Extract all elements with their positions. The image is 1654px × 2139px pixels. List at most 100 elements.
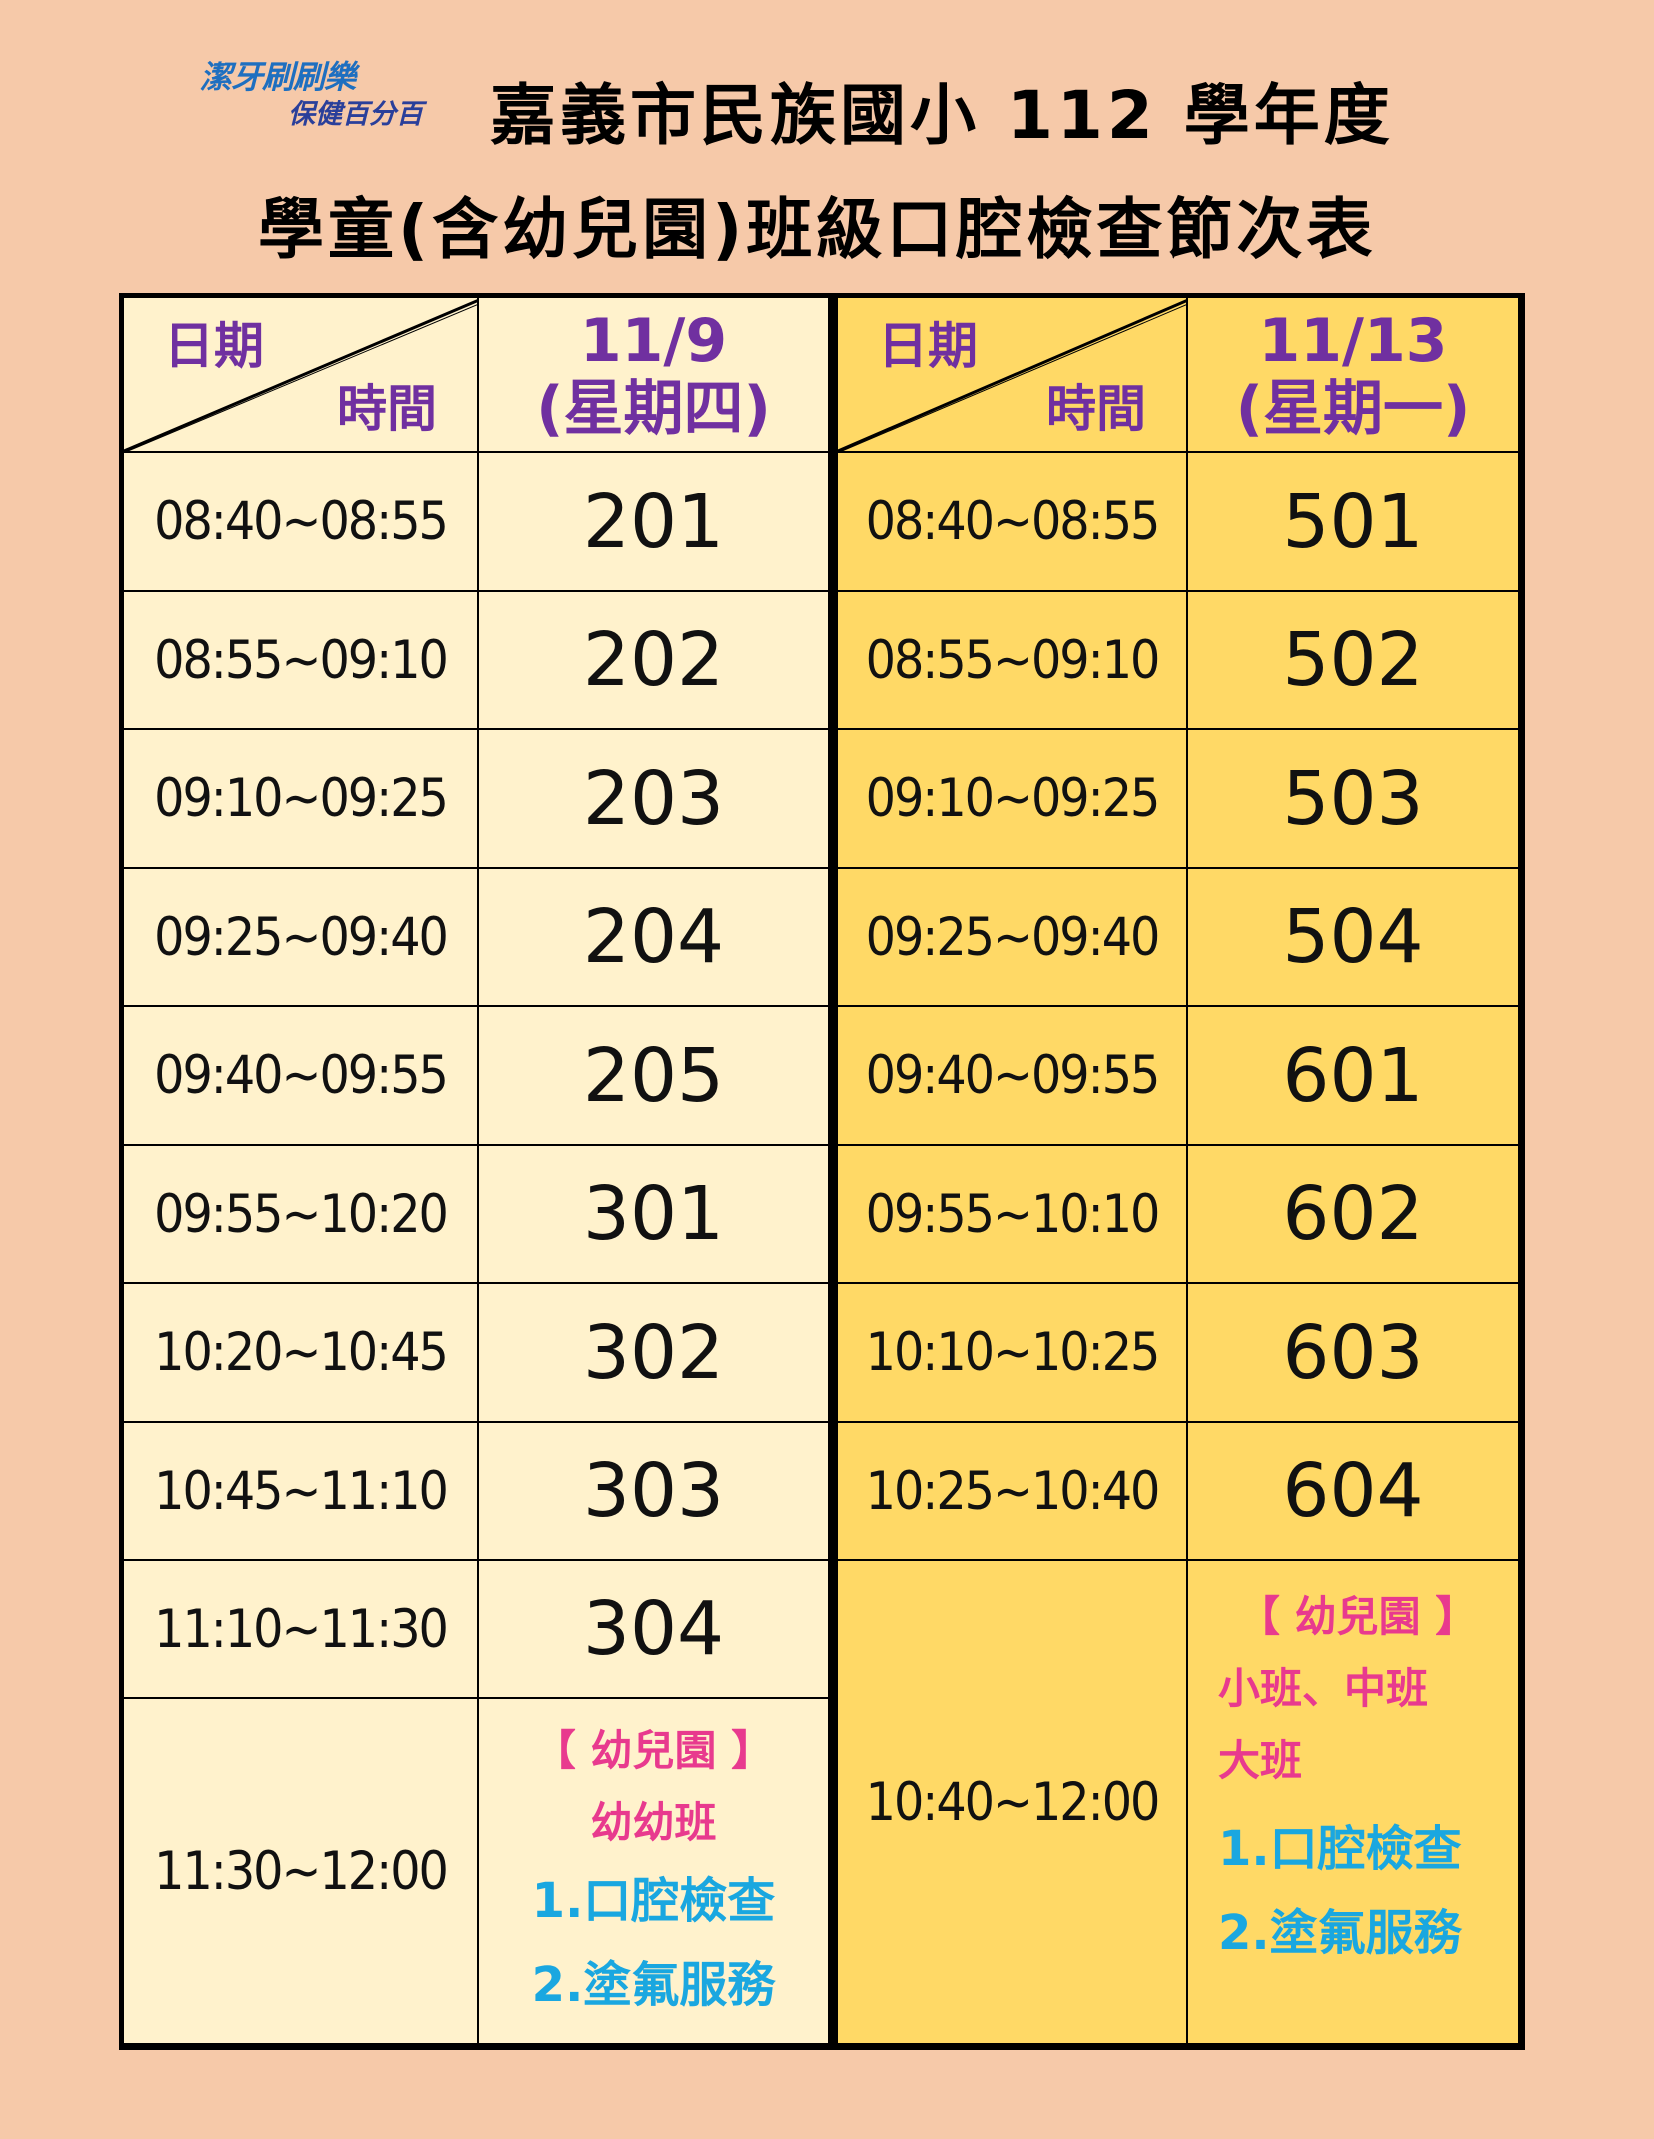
page-subtitle: 學童(含幼兒園)班級口腔檢查節次表: [258, 191, 1377, 268]
time-text: 11:30~12:00: [154, 1840, 449, 1902]
class-cell: 202: [479, 592, 830, 730]
left-date-header: 11/9 (星期四): [479, 298, 830, 453]
class-cell: 504: [1188, 869, 1520, 1007]
class-number: 502: [1282, 617, 1424, 703]
class-cell: 603: [1188, 1284, 1520, 1423]
left-corner-date-label: 日期: [164, 317, 264, 375]
time-text: 09:25~09:40: [154, 906, 449, 968]
time-text: 09:10~09:25: [865, 768, 1161, 829]
time-cell: 10:25~10:40: [838, 1423, 1188, 1561]
logo: 潔牙刷刷樂 保健百分百: [200, 52, 460, 134]
diagonal-divider: [838, 298, 1188, 453]
class-number: 202: [582, 617, 725, 703]
class-cell: 302: [479, 1284, 830, 1423]
right-corner-header: 日期時間: [838, 298, 1188, 453]
time-text: 10:10~10:25: [865, 1322, 1161, 1383]
class-number: 501: [1282, 478, 1424, 565]
time-cell: 11:10~11:30: [124, 1561, 479, 1699]
time-text: 09:25~09:40: [865, 906, 1161, 968]
class-cell: 204: [479, 869, 830, 1007]
kindergarten-note-cell: 【 幼兒園 】幼幼班 1.口腔檢查 2.塗氟服務: [479, 1699, 830, 2045]
class-cell: 303: [479, 1423, 830, 1561]
left-date: 11/9: [579, 305, 728, 376]
class-number: 601: [1282, 1032, 1424, 1119]
time-cell: 10:45~11:10: [124, 1423, 479, 1561]
time-cell: 09:10~09:25: [124, 730, 479, 869]
class-number: 201: [582, 478, 725, 565]
time-text: 09:40~09:55: [865, 1045, 1161, 1106]
class-number: 302: [582, 1309, 725, 1396]
right-corner-date-label: 日期: [878, 317, 978, 375]
class-number: 203: [582, 755, 725, 842]
time-text: 09:10~09:25: [154, 768, 449, 829]
time-text: 10:25~10:40: [865, 1460, 1161, 1522]
time-cell: 08:40~08:55: [124, 453, 479, 592]
time-text: 10:20~10:45: [154, 1322, 449, 1383]
time-cell: 08:55~09:10: [124, 592, 479, 730]
class-cell: 501: [1188, 453, 1520, 592]
right-weekday: (星期一): [1235, 373, 1471, 444]
left-weekday: (星期四): [536, 373, 771, 444]
time-text: 10:40~12:00: [865, 1771, 1161, 1833]
kindergarten-title: 【 幼兒園 】: [533, 1726, 774, 1775]
right-corner-time-label: 時間: [1046, 380, 1146, 438]
class-number: 504: [1282, 894, 1424, 980]
class-number: 602: [1282, 1171, 1424, 1257]
time-text: 08:40~08:55: [865, 491, 1161, 552]
time-cell: 10:10~10:25: [838, 1284, 1188, 1423]
time-text: 08:55~09:10: [154, 629, 449, 691]
time-cell: 09:40~09:55: [124, 1007, 479, 1146]
class-cell: 301: [479, 1146, 830, 1284]
class-cell: 304: [479, 1561, 830, 1699]
time-text: 08:40~08:55: [154, 491, 449, 552]
class-number: 603: [1282, 1309, 1424, 1396]
class-number: 205: [582, 1032, 725, 1119]
kindergarten-group: 幼幼班: [590, 1798, 717, 1847]
right-date-header: 11/13 (星期一): [1188, 298, 1520, 453]
left-corner-header: 日期時間: [124, 298, 479, 453]
time-cell-kindergarten: 11:30~12:00: [124, 1699, 479, 2045]
class-number: 303: [582, 1448, 725, 1534]
class-cell: 201: [479, 453, 830, 592]
left-corner-time-label: 時間: [337, 380, 437, 438]
kindergarten-group: 小班、中班: [1218, 1664, 1429, 1713]
class-cell: 602: [1188, 1146, 1520, 1284]
time-cell: 09:40~09:55: [838, 1007, 1188, 1146]
time-cell: 10:20~10:45: [124, 1284, 479, 1423]
time-text: 10:45~11:10: [154, 1460, 449, 1522]
page-title: 嘉義市民族國小 112 學年度: [490, 77, 1394, 154]
time-text: 08:55~09:10: [865, 629, 1161, 691]
kindergarten-title: 【 幼兒園 】: [1238, 1592, 1478, 1641]
time-cell: 09:55~10:20: [124, 1146, 479, 1284]
time-text: 09:55~10:10: [865, 1183, 1161, 1245]
class-cell: 502: [1188, 592, 1520, 730]
time-text: 09:55~10:20: [154, 1183, 449, 1245]
diagonal-divider: [124, 298, 479, 453]
class-cell: 503: [1188, 730, 1520, 869]
time-cell: 09:10~09:25: [838, 730, 1188, 869]
service-item: 2.塗氟服務: [1218, 1905, 1462, 1961]
time-text: 09:40~09:55: [154, 1045, 449, 1106]
service-item: 2.塗氟服務: [531, 1957, 776, 2013]
class-number: 301: [582, 1171, 725, 1257]
time-cell-kindergarten: 10:40~12:00: [838, 1561, 1188, 2045]
class-number: 604: [1282, 1448, 1424, 1534]
kindergarten-group: 大班: [1218, 1736, 1303, 1785]
time-text: 11:10~11:30: [154, 1598, 449, 1660]
class-cell: 604: [1188, 1423, 1520, 1561]
class-number: 204: [582, 894, 725, 980]
kindergarten-note-cell: 【 幼兒園 】小班、中班大班 1.口腔檢查 2.塗氟服務: [1188, 1561, 1520, 2045]
time-cell: 09:25~09:40: [838, 869, 1188, 1007]
time-cell: 09:25~09:40: [124, 869, 479, 1007]
class-number: 304: [582, 1586, 725, 1672]
logo-line1: 潔牙刷刷樂: [200, 58, 356, 96]
right-date: 11/13: [1258, 305, 1448, 376]
service-item: 1.口腔檢查: [531, 1873, 776, 1929]
time-cell: 08:55~09:10: [838, 592, 1188, 730]
class-number: 503: [1282, 755, 1424, 842]
time-cell: 08:40~08:55: [838, 453, 1188, 592]
class-cell: 601: [1188, 1007, 1520, 1146]
service-item: 1.口腔檢查: [1218, 1821, 1462, 1877]
logo-line2: 保健百分百: [288, 99, 423, 130]
time-cell: 09:55~10:10: [838, 1146, 1188, 1284]
